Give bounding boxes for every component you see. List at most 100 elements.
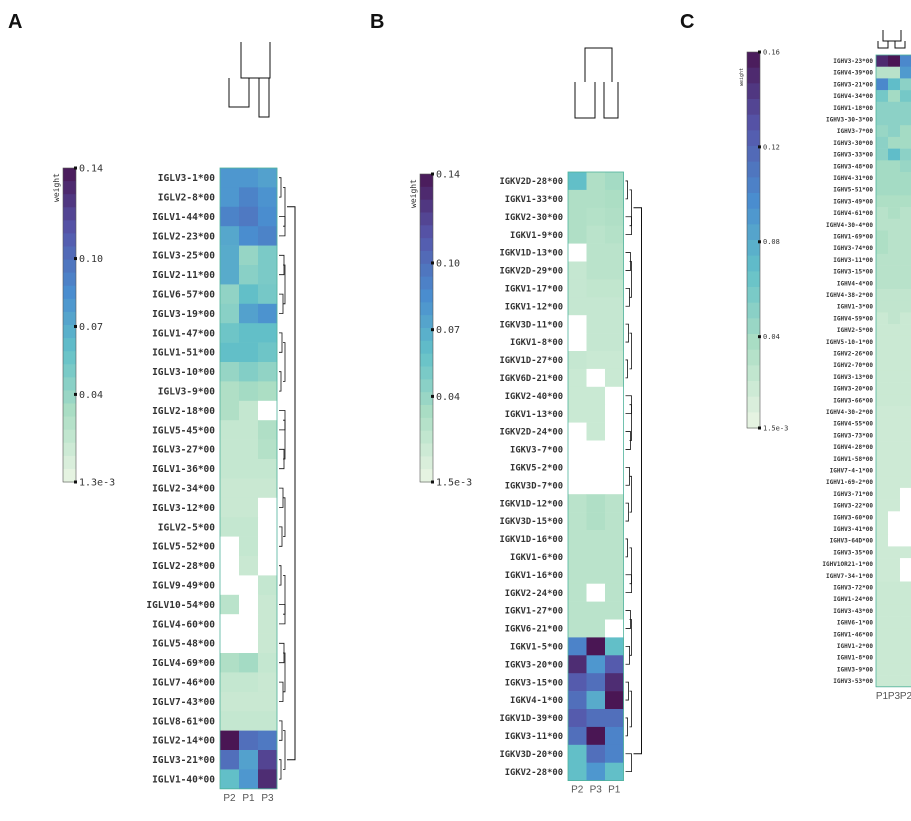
- heatmap-cell: [888, 394, 901, 407]
- heatmap-cell: [605, 297, 624, 316]
- row-dendrogram-link: [279, 526, 283, 547]
- column-label: P1: [876, 691, 889, 702]
- heatmap-cell: [876, 242, 889, 255]
- heatmap-cell: [586, 261, 606, 280]
- heatmap-cell: [568, 673, 587, 692]
- heatmap-cell: [876, 675, 889, 688]
- row-label: IGHV1-18*00: [833, 105, 873, 112]
- heatmap-cell: [876, 523, 889, 535]
- row-label: IGHV3-30-3*00: [826, 117, 873, 124]
- colorbar-segment: [63, 377, 76, 392]
- heatmap-cell: [568, 691, 587, 710]
- row-label: IGHV1-69*00: [833, 234, 873, 241]
- row-label: IGKV6-21*00: [505, 625, 563, 635]
- heatmap-cell: [258, 303, 278, 324]
- colorbar-segment: [63, 285, 76, 300]
- heatmap-cell: [900, 324, 911, 337]
- heatmap-cell: [605, 512, 624, 531]
- heatmap-cell: [888, 464, 901, 477]
- heatmap-cell: [568, 189, 587, 209]
- row-label: IGHV3-9*00: [837, 666, 874, 673]
- row-label: IGHV3-33*00: [833, 152, 873, 159]
- column-label: P3: [888, 691, 901, 702]
- row-dendrogram-link: [283, 264, 286, 305]
- heatmap-cell: [586, 601, 606, 620]
- heatmap-cell: [876, 546, 889, 559]
- column-label: P3: [261, 793, 274, 804]
- heatmap-cell: [900, 523, 911, 535]
- row-label: IGHV4-59*00: [833, 315, 873, 322]
- heatmap-cell: [888, 172, 901, 184]
- heatmap-cell: [220, 342, 240, 363]
- row-label: IGHV4-30-2*00: [826, 409, 873, 416]
- heatmap-cell: [900, 113, 911, 126]
- heatmap-cell: [605, 494, 624, 513]
- colorbar-segment: [420, 340, 433, 355]
- row-dendrogram-link: [283, 575, 286, 615]
- row-label: IGHV4-31*00: [833, 175, 873, 182]
- row-label: IGHV4-30-4*00: [826, 222, 873, 229]
- row-label: IGHV1-3*00: [837, 304, 874, 311]
- heatmap-cell: [239, 750, 259, 770]
- heatmap-cell: [220, 323, 240, 343]
- heatmap-cell: [888, 324, 901, 337]
- column-dendrogram-link: [882, 30, 902, 42]
- colorbar-tick-label: 0.07: [79, 322, 103, 333]
- heatmap-cell: [586, 315, 606, 334]
- colorbar-title: weight: [52, 173, 61, 202]
- heatmap-cell: [239, 536, 259, 557]
- heatmap-cell: [876, 534, 889, 547]
- row-label: IGHV3-35*00: [833, 549, 873, 556]
- row-label: IGKV3-7*00: [510, 446, 563, 456]
- heatmap-cell: [605, 655, 624, 674]
- heatmap-cell: [239, 711, 259, 731]
- heatmap-cell: [586, 368, 606, 388]
- row-dendrogram-link: [279, 177, 282, 198]
- heatmap-cell: [900, 604, 911, 617]
- heatmap-cell: [568, 172, 587, 191]
- heatmap-cell: [586, 744, 606, 763]
- heatmap-cell: [605, 440, 624, 459]
- row-label: IGHV3-30*00: [833, 140, 873, 147]
- heatmap-cell: [258, 362, 278, 382]
- heatmap-cell: [876, 464, 889, 477]
- heatmap-cell: [568, 368, 587, 388]
- colorbar-segment: [420, 315, 433, 329]
- row-dendrogram-link: [279, 293, 284, 314]
- heatmap-cell: [568, 565, 587, 584]
- row-label: IGLV2-28*00: [152, 561, 215, 572]
- heatmap-cell: [900, 476, 911, 489]
- heatmap-cell: [900, 90, 911, 103]
- colorbar-segment: [747, 412, 760, 429]
- heatmap-cell: [568, 512, 587, 531]
- column-dendrogram-link: [584, 47, 613, 82]
- heatmap-cell: [888, 148, 901, 161]
- colorbar-segment: [420, 456, 433, 470]
- row-label: IGLV2-23*00: [152, 231, 215, 242]
- row-dendrogram-link: [629, 404, 632, 441]
- heatmap-cell: [258, 594, 278, 615]
- heatmap-cell: [900, 558, 911, 571]
- colorbar-tick-mark: [758, 335, 761, 339]
- row-label: IGHV3-20*00: [833, 386, 873, 393]
- row-dendrogram-link: [625, 323, 629, 343]
- column-dendrogram-link: [240, 42, 271, 79]
- heatmap-cell: [258, 478, 278, 499]
- row-dendrogram-link: [625, 645, 630, 665]
- heatmap-cell: [220, 556, 240, 576]
- row-label: IGLV5-52*00: [152, 542, 215, 553]
- heatmap-cell: [888, 90, 901, 103]
- heatmap-cell: [586, 655, 606, 674]
- column-label: P2: [571, 785, 584, 796]
- row-label: IGKV2-30*00: [505, 213, 563, 223]
- heatmap-cell: [586, 297, 606, 316]
- heatmap-cell: [876, 55, 889, 67]
- heatmap-cell: [888, 511, 901, 524]
- heatmap-cell: [876, 663, 889, 676]
- heatmap-cell: [876, 136, 889, 149]
- colorbar-segment: [420, 212, 433, 226]
- row-label: IGKV1-9*00: [510, 231, 563, 241]
- heatmap-cell: [586, 172, 606, 191]
- heatmap-cell: [900, 66, 911, 79]
- heatmap-cell: [888, 160, 901, 173]
